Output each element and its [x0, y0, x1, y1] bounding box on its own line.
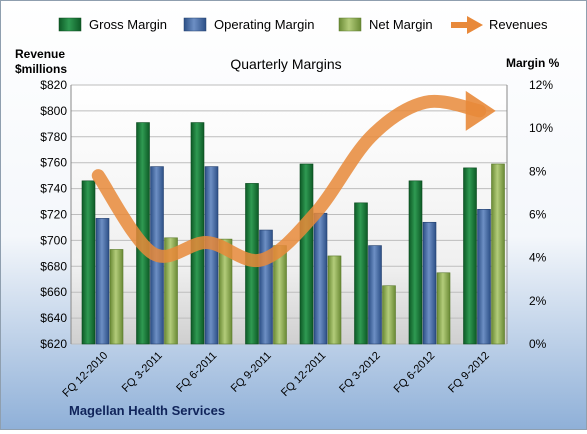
- chart-title: Quarterly Margins: [230, 56, 341, 72]
- left-tick-label: $700: [40, 233, 67, 247]
- left-tick-label: $620: [40, 337, 67, 351]
- bar-net-margin: [437, 273, 450, 344]
- bar-gross-margin: [300, 164, 313, 344]
- bar-operating-margin: [423, 222, 436, 344]
- bar-gross-margin: [355, 203, 368, 344]
- bar-operating-margin: [314, 213, 327, 344]
- bar-operating-margin: [260, 230, 273, 344]
- right-tick-label: 6%: [529, 208, 547, 222]
- right-tick-label: 8%: [529, 164, 547, 178]
- legend-item-net-margin: Net Margin: [339, 17, 433, 32]
- bar-gross-margin: [191, 123, 204, 344]
- legend-label: Gross Margin: [89, 17, 167, 32]
- right-tick-label: 12%: [529, 78, 553, 92]
- right-tick-label: 10%: [529, 121, 553, 135]
- right-tick-label: 4%: [529, 251, 547, 265]
- right-axis-label: Margin %: [506, 56, 560, 70]
- left-tick-label: $800: [40, 104, 67, 118]
- bar-net-margin: [110, 249, 123, 344]
- right-tick-label: 0%: [529, 337, 547, 351]
- left-tick-label: $720: [40, 208, 67, 222]
- bar-operating-margin: [478, 209, 491, 344]
- bar-net-margin: [383, 286, 396, 344]
- bar-net-margin: [328, 256, 341, 344]
- left-tick-label: $680: [40, 259, 67, 273]
- footer-company-name: Magellan Health Services: [69, 403, 225, 418]
- left-axis-label-line2: $millions: [15, 62, 67, 76]
- left-axis-label-line1: Revenue: [15, 47, 65, 61]
- left-tick-label: $640: [40, 311, 67, 325]
- legend-item-gross-margin: Gross Margin: [59, 17, 167, 32]
- legend-item-operating-margin: Operating Margin: [184, 17, 314, 32]
- right-tick-label: 2%: [529, 294, 547, 308]
- bar-gross-margin: [464, 168, 477, 344]
- legend-label: Net Margin: [369, 17, 433, 32]
- bar-operating-margin: [96, 218, 109, 344]
- legend-label: Operating Margin: [214, 17, 314, 32]
- bar-net-margin: [492, 164, 505, 344]
- bar-operating-margin: [205, 167, 218, 344]
- left-tick-label: $660: [40, 285, 67, 299]
- bar-gross-margin: [409, 181, 422, 344]
- left-tick-label: $760: [40, 156, 67, 170]
- legend-label: Revenues: [489, 17, 548, 32]
- bar-operating-margin: [369, 246, 382, 344]
- bar-gross-margin: [82, 181, 95, 344]
- left-tick-label: $740: [40, 182, 67, 196]
- left-tick-label: $780: [40, 130, 67, 144]
- left-tick-label: $820: [40, 78, 67, 92]
